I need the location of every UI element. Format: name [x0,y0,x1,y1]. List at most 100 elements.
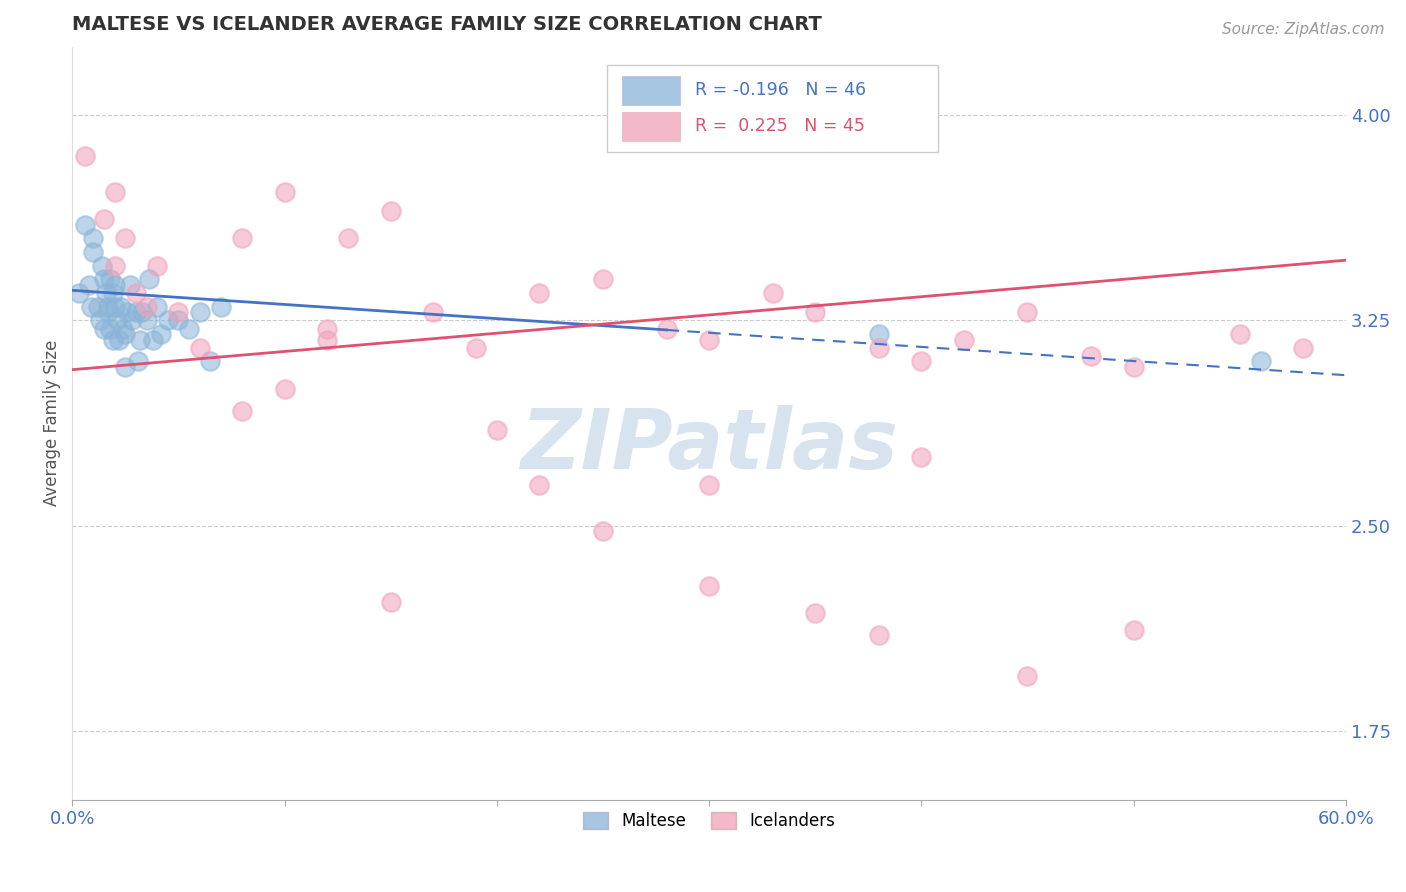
Point [1017,305,1039,319]
Point [655,321,678,335]
Point [73,218,96,232]
Point [101,286,124,301]
Point [910,450,932,465]
Point [200,354,222,368]
Point [138,272,160,286]
Point [67,286,90,301]
Point [93,212,115,227]
Point [96,286,118,301]
Point [142,333,165,347]
Point [380,203,402,218]
Point [464,341,486,355]
Point [697,579,720,593]
Point [114,327,136,342]
Y-axis label: Average Family Size: Average Family Size [44,340,60,507]
Point [762,286,785,301]
Point [108,333,131,347]
Text: Source: ZipAtlas.com: Source: ZipAtlas.com [1222,22,1385,37]
Text: ZIPatlas: ZIPatlas [520,405,898,486]
Point [73,149,96,163]
Text: MALTESE VS ICELANDER AVERAGE FAMILY SIZE CORRELATION CHART: MALTESE VS ICELANDER AVERAGE FAMILY SIZE… [72,15,823,34]
Point [112,321,135,335]
Point [1229,327,1251,342]
Text: R =  0.225   N = 45: R = 0.225 N = 45 [695,118,865,136]
Point [868,327,890,342]
Point [135,313,157,327]
Point [273,382,295,396]
Text: R = -0.196   N = 46: R = -0.196 N = 46 [695,81,866,99]
Point [337,231,360,245]
FancyBboxPatch shape [607,65,938,152]
Point [188,341,211,355]
Point [114,359,136,374]
Point [273,185,295,199]
Point [131,305,153,319]
Point [104,277,127,292]
Point [101,333,124,347]
Point [316,333,339,347]
Point [167,305,190,319]
Point [89,313,111,327]
Point [77,277,100,292]
Point [80,300,103,314]
Point [1080,349,1102,363]
Point [156,313,179,327]
Point [105,313,128,327]
Point [910,354,932,368]
Point [146,259,169,273]
Point [82,245,104,260]
Point [97,305,120,319]
Point [104,300,127,314]
Point [1122,623,1144,637]
Point [127,354,149,368]
Point [952,333,974,347]
Point [100,321,122,335]
Point [209,300,232,314]
Point [316,321,339,335]
Point [110,300,132,314]
Point [104,185,127,199]
Point [100,272,122,286]
Point [804,607,827,621]
Point [231,231,253,245]
Point [118,277,141,292]
Point [529,477,551,491]
FancyBboxPatch shape [623,112,679,141]
Point [380,595,402,609]
Point [93,321,115,335]
Point [177,321,200,335]
Point [1292,341,1315,355]
Point [117,305,139,319]
Point [86,300,108,314]
Point [125,305,148,319]
Point [231,404,253,418]
Point [125,286,148,301]
Point [592,272,614,286]
Point [804,305,827,319]
Point [188,305,211,319]
Point [82,231,104,245]
Point [104,259,127,273]
Point [114,231,136,245]
Point [150,327,173,342]
Point [91,259,114,273]
Point [697,333,720,347]
Point [93,272,115,286]
Point [146,300,169,314]
Point [167,313,190,327]
Point [97,300,120,314]
Point [868,341,890,355]
Point [1250,354,1272,368]
Point [129,333,152,347]
Point [1122,359,1144,374]
Point [1017,669,1039,683]
Point [529,286,551,301]
Point [868,628,890,642]
Point [697,477,720,491]
Point [121,313,143,327]
Legend: Maltese, Icelanders: Maltese, Icelanders [576,805,842,837]
Point [422,305,444,319]
Point [485,423,508,437]
FancyBboxPatch shape [623,76,679,104]
Point [592,524,614,539]
